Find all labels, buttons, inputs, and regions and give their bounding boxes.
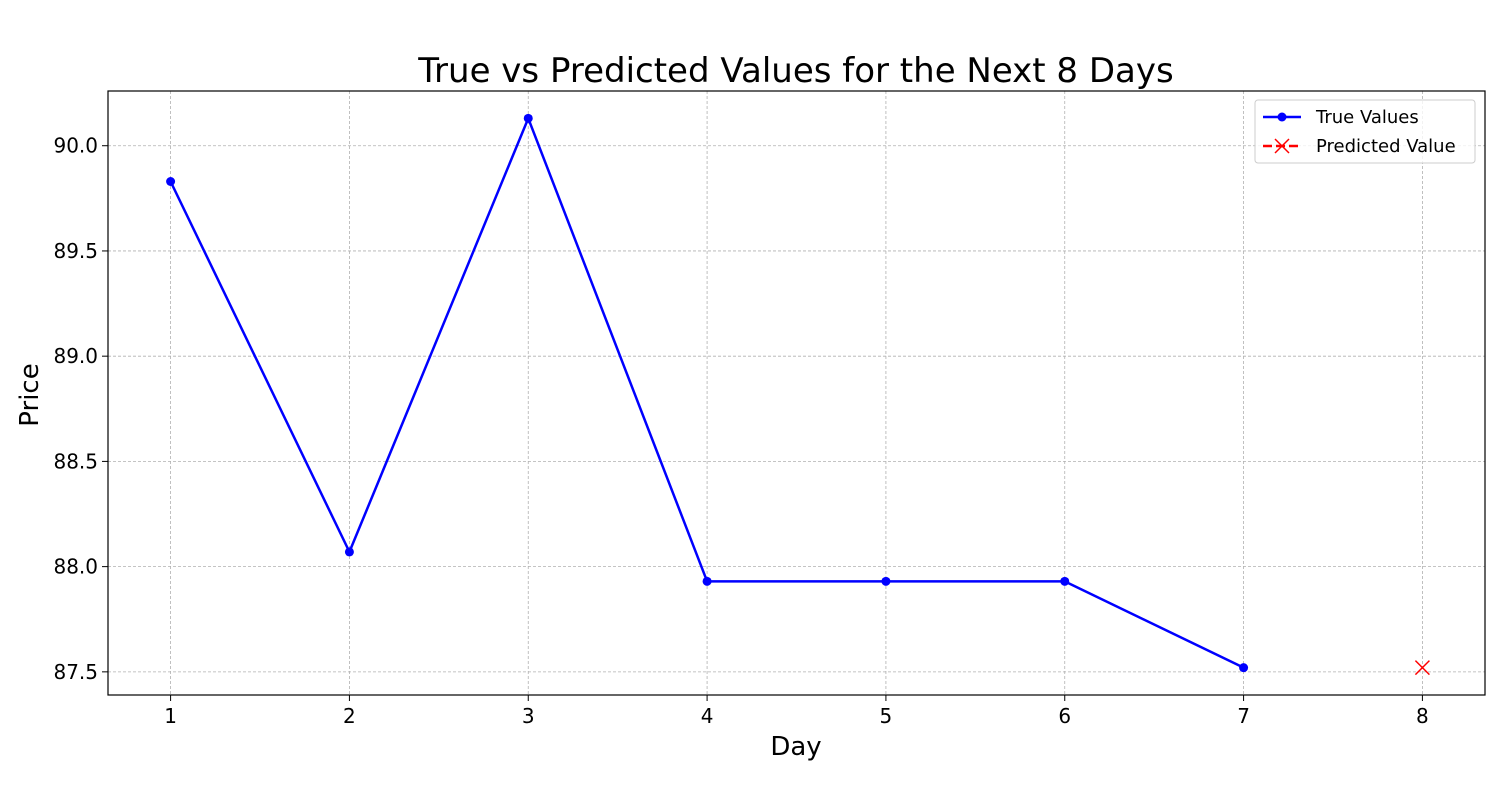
series-layer xyxy=(166,113,1430,676)
grid xyxy=(108,91,1485,695)
x-tick-label: 4 xyxy=(701,704,714,728)
chart-title: True vs Predicted Values for the Next 8 … xyxy=(417,51,1173,91)
legend-marker xyxy=(1274,138,1290,154)
true-values-point xyxy=(881,576,891,586)
x-tick-label: 1 xyxy=(164,704,177,728)
x-tick-label: 3 xyxy=(522,704,535,728)
y-tick-label: 87.5 xyxy=(53,660,98,684)
axis-ticks: 1 2 3 4 5 6 7 8 87.5 88.0 88.5 89.0 89.5 90.0 xyxy=(53,134,1428,728)
x-tick-label: 7 xyxy=(1237,704,1250,728)
legend: True Values Predicted Value xyxy=(1254,99,1476,164)
legend-label: True Values xyxy=(1315,107,1419,128)
x-tick-label: 8 xyxy=(1416,704,1429,728)
legend-label: Predicted Value xyxy=(1316,136,1456,157)
x-tick-label: 5 xyxy=(880,704,893,728)
legend-item-predicted-value: Predicted Value xyxy=(1263,136,1456,157)
y-axis-label: Price xyxy=(15,363,45,426)
true-values-point xyxy=(1239,663,1249,673)
true-values-point xyxy=(344,547,354,557)
x-tick-label: 2 xyxy=(343,704,356,728)
y-tick-label: 89.0 xyxy=(53,344,98,368)
x-axis-label: Day xyxy=(770,732,821,762)
true-values-series xyxy=(166,113,1249,673)
predicted-value-series xyxy=(1414,660,1430,676)
y-tick-label: 88.5 xyxy=(53,449,98,473)
x-tick-label: 6 xyxy=(1058,704,1071,728)
y-tick-label: 89.5 xyxy=(53,239,98,263)
true-values-point xyxy=(523,113,533,123)
legend-marker xyxy=(1277,112,1287,122)
true-values-point xyxy=(1060,576,1070,586)
predicted-value-point xyxy=(1414,660,1430,676)
true-values-point xyxy=(166,176,176,186)
y-tick-label: 90.0 xyxy=(53,134,98,158)
legend-item-true-values: True Values xyxy=(1263,107,1419,128)
plot-area-frame xyxy=(107,90,1486,696)
y-tick-label: 88.0 xyxy=(53,555,98,579)
legend-box xyxy=(1254,99,1476,164)
true-values-point xyxy=(702,576,712,586)
